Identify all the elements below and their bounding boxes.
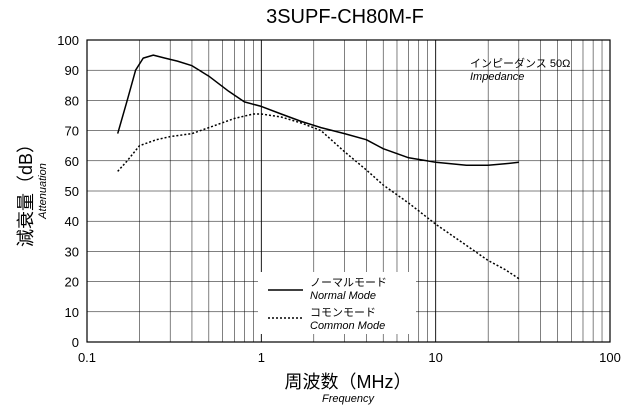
legend: ノーマルモード Normal Mode コモンモード Common Mode bbox=[258, 272, 416, 334]
legend-box bbox=[258, 272, 416, 334]
legend-label-common: コモンモード bbox=[310, 307, 376, 319]
x-tick-label: 10 bbox=[428, 350, 442, 365]
y-tick-label: 20 bbox=[65, 275, 79, 290]
series-line-normal-mode bbox=[116, 54, 519, 167]
impedance-annotation: インピーダンス 50Ω bbox=[470, 56, 570, 70]
x-axis-sublabel: Frequency bbox=[322, 393, 375, 405]
y-tick-label: 70 bbox=[65, 124, 79, 139]
series-group bbox=[116, 54, 520, 280]
x-tick-label: 0.1 bbox=[78, 350, 96, 365]
y-tick-label: 40 bbox=[65, 214, 79, 229]
impedance-annotation-sub: Impedance bbox=[470, 71, 524, 83]
x-tick-label: 1 bbox=[258, 350, 265, 365]
y-tick-label: 50 bbox=[65, 184, 79, 199]
y-tick-label: 80 bbox=[65, 93, 79, 108]
legend-sublabel-common: Common Mode bbox=[310, 320, 385, 332]
chart-title: 3SUPF-CH80M-F bbox=[266, 6, 424, 28]
y-tick-label: 100 bbox=[57, 33, 79, 48]
plot-frame bbox=[86, 39, 611, 343]
legend-sublabel-normal: Normal Mode bbox=[310, 290, 376, 302]
legend-label-normal: ノーマルモード bbox=[310, 277, 387, 289]
tick-labels: 0.1 1 10 100 0 10 20 30 40 50 60 70 80 90 100 bbox=[57, 33, 621, 365]
series-line-common-mode bbox=[117, 113, 520, 280]
x-tick-label: 100 bbox=[599, 350, 621, 365]
y-axis-label: 減衰量（dB） bbox=[16, 135, 36, 247]
y-axis-sublabel: Attenuation bbox=[37, 163, 49, 220]
y-tick-label: 30 bbox=[65, 244, 79, 259]
y-tick-label: 90 bbox=[65, 63, 79, 78]
y-tick-label: 10 bbox=[65, 305, 79, 320]
y-tick-label: 0 bbox=[72, 335, 79, 350]
y-tick-label: 60 bbox=[65, 154, 79, 169]
x-axis-label: 周波数（MHz） bbox=[285, 372, 412, 392]
